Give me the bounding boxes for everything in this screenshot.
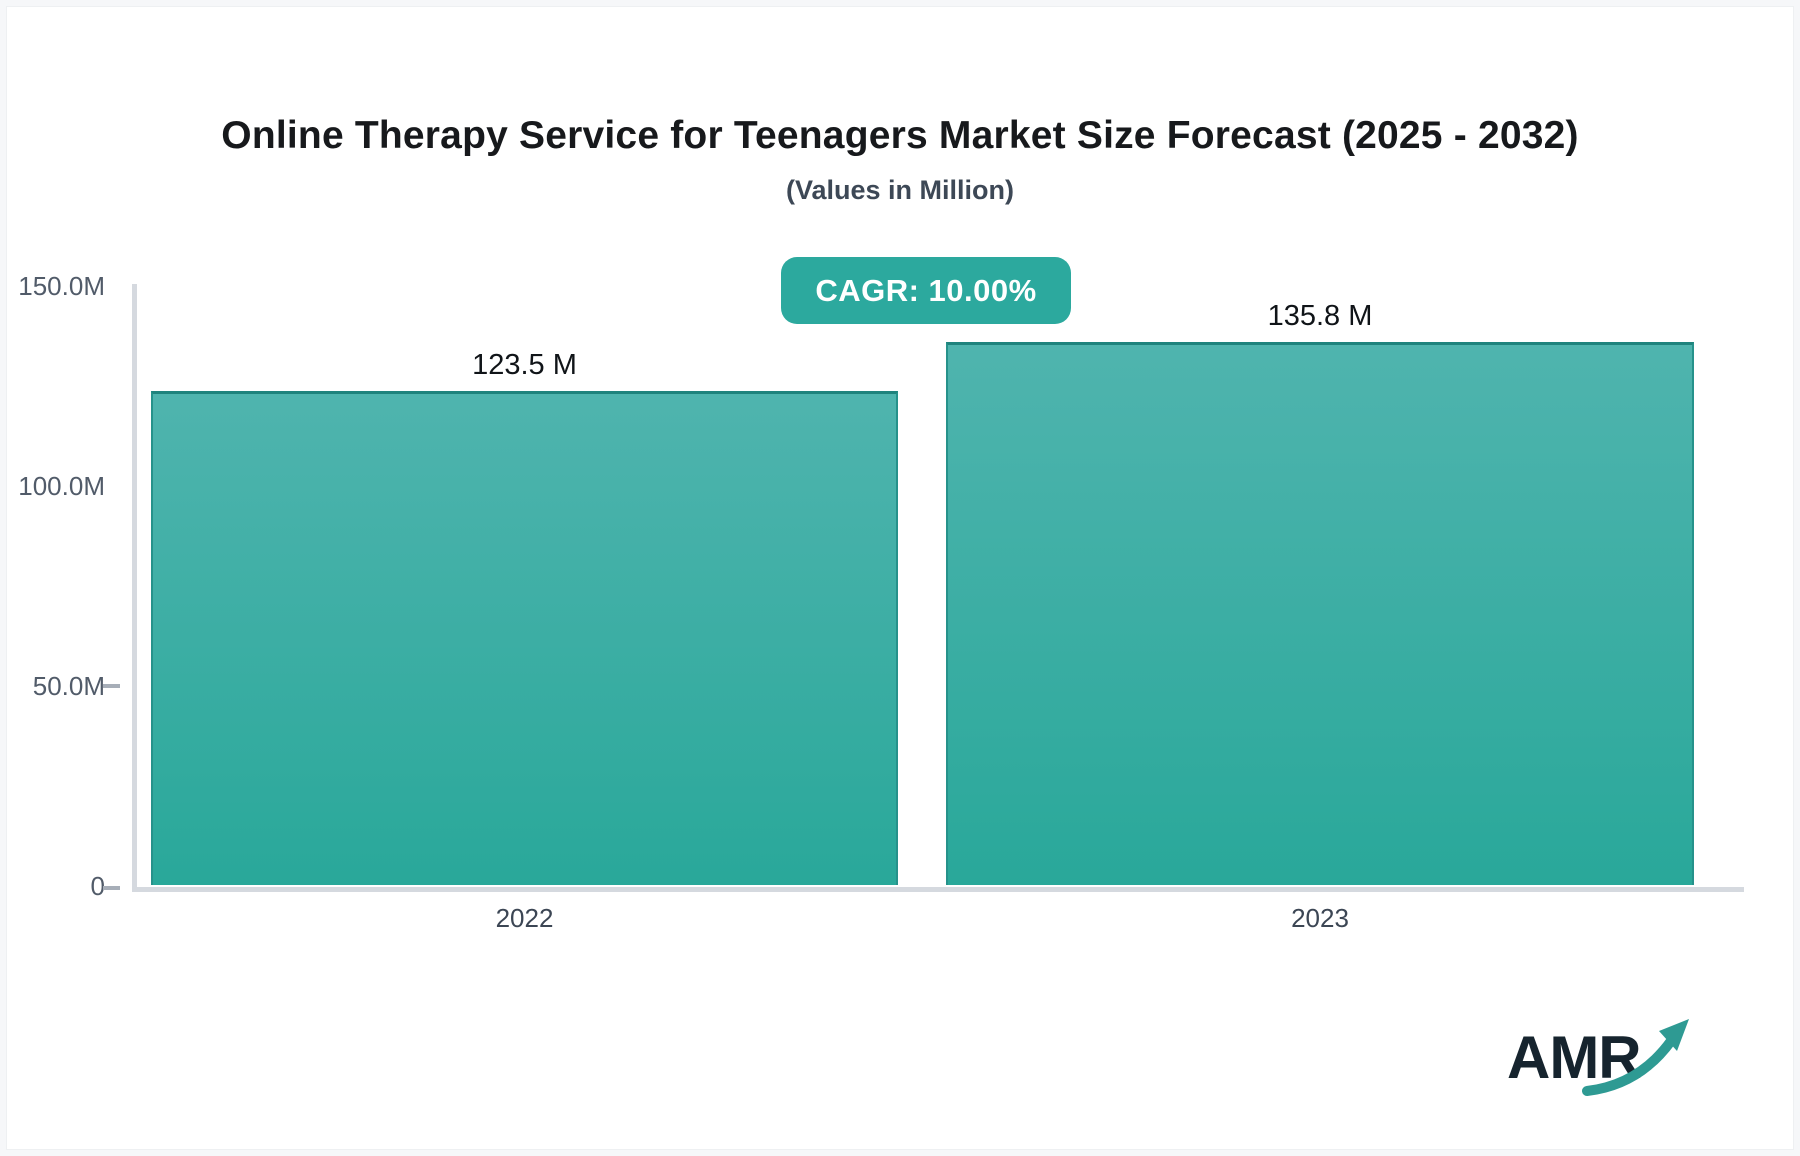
y-axis-tick-label: 50.0M xyxy=(32,671,105,701)
bar-2022[interactable] xyxy=(151,391,898,885)
growth-arrow-icon xyxy=(1582,1019,1689,1096)
y-axis-tick-label: 100.0M xyxy=(18,471,105,501)
bar-2023[interactable] xyxy=(946,342,1694,885)
chart-subtitle: (Values in Million) xyxy=(785,175,1015,205)
x-axis-label-2023: 2023 xyxy=(1291,903,1349,933)
chart-title: Online Therapy Service for Teenagers Mar… xyxy=(221,114,1579,157)
x-axis-label-2022: 2022 xyxy=(495,903,554,933)
bar-group-2023: 135.8 M xyxy=(946,300,1694,885)
y-axis-line xyxy=(132,284,137,892)
amr-logo: AMR xyxy=(1507,1011,1697,1101)
chart-card: Online Therapy Service for Teenagers Mar… xyxy=(6,6,1794,1150)
bar-value-label: 135.8 M xyxy=(1267,300,1373,332)
y-axis-tick-mark xyxy=(103,684,120,688)
bar-group-2022: 123.5 M xyxy=(151,349,898,885)
y-axis-tick-label: 0 xyxy=(90,871,105,901)
x-axis-line xyxy=(132,887,1744,892)
y-axis-tick-label: 150.0M xyxy=(18,271,105,301)
y-axis-tick-mark xyxy=(103,886,120,890)
cagr-badge: CAGR: 10.00% xyxy=(781,257,1071,324)
bar-value-label: 123.5 M xyxy=(472,349,577,381)
